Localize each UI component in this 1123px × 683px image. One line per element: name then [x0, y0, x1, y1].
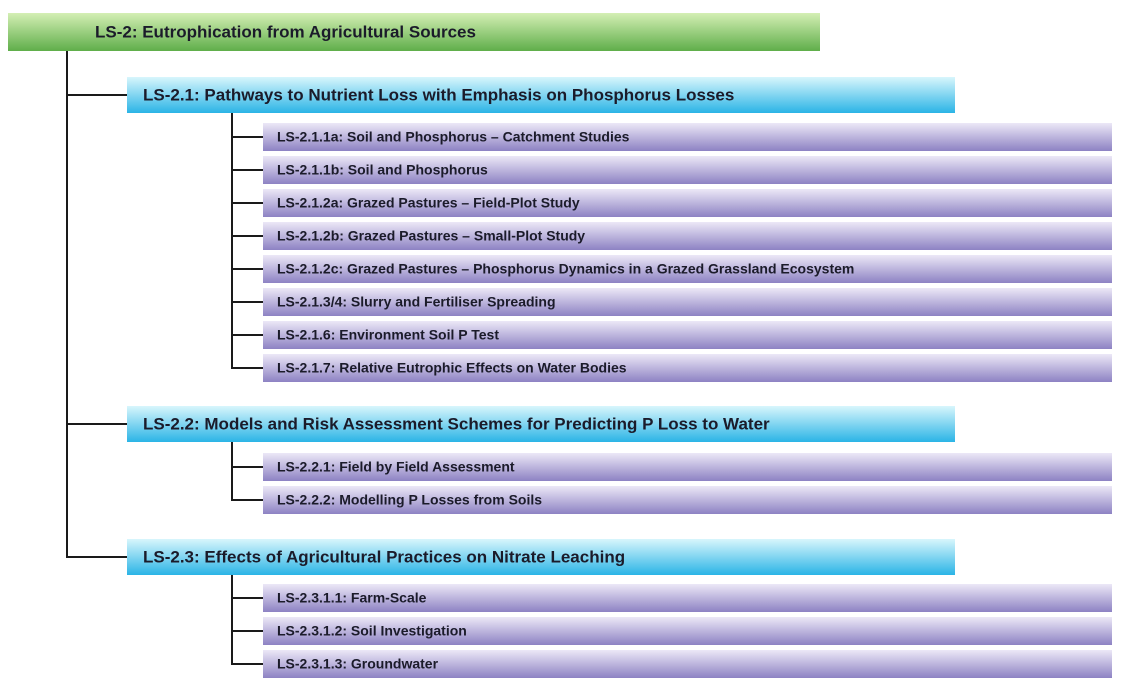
item-label: LS-2.3.1.3: Groundwater	[277, 656, 439, 672]
item-box	[263, 584, 1112, 612]
item-label: LS-2.3.1.1: Farm-Scale	[277, 590, 427, 606]
item-label: LS-2.1.7: Relative Eutrophic Effects on …	[277, 360, 627, 376]
item-label: LS-2.1.2c: Grazed Pastures – Phosphorus …	[277, 261, 854, 277]
item-label: LS-2.2.2: Modelling P Losses from Soils	[277, 492, 542, 508]
item-label: LS-2.1.1a: Soil and Phosphorus – Catchme…	[277, 129, 630, 145]
item-box	[263, 486, 1112, 514]
item-label: LS-2.1.2a: Grazed Pastures – Field-Plot …	[277, 195, 580, 211]
item-label: LS-2.1.1b: Soil and Phosphorus	[277, 162, 488, 178]
item-box	[263, 222, 1112, 250]
item-label: LS-2.1.2b: Grazed Pastures – Small-Plot …	[277, 228, 585, 244]
group-label: LS-2.3: Effects of Agricultural Practice…	[143, 547, 625, 566]
item-label: LS-2.1.6: Environment Soil P Test	[277, 327, 499, 343]
item-box	[263, 650, 1112, 678]
group-label: LS-2.1: Pathways to Nutrient Loss with E…	[143, 85, 734, 104]
item-box	[263, 189, 1112, 217]
item-label: LS-2.3.1.2: Soil Investigation	[277, 623, 467, 639]
group-box	[127, 77, 955, 113]
item-label: LS-2.2.1: Field by Field Assessment	[277, 459, 515, 475]
root-box	[8, 13, 820, 51]
item-box	[263, 255, 1112, 283]
root-label: LS-2: Eutrophication from Agricultural S…	[95, 22, 476, 41]
group-label: LS-2.2: Models and Risk Assessment Schem…	[143, 414, 770, 433]
item-box	[263, 123, 1112, 151]
group-box	[127, 539, 955, 575]
item-label: LS-2.1.3/4: Slurry and Fertiliser Spread…	[277, 294, 556, 310]
item-box	[263, 617, 1112, 645]
item-box	[263, 156, 1112, 184]
item-box	[263, 321, 1112, 349]
group-box	[127, 406, 955, 442]
item-box	[263, 354, 1112, 382]
item-box	[263, 453, 1112, 481]
item-box	[263, 288, 1112, 316]
